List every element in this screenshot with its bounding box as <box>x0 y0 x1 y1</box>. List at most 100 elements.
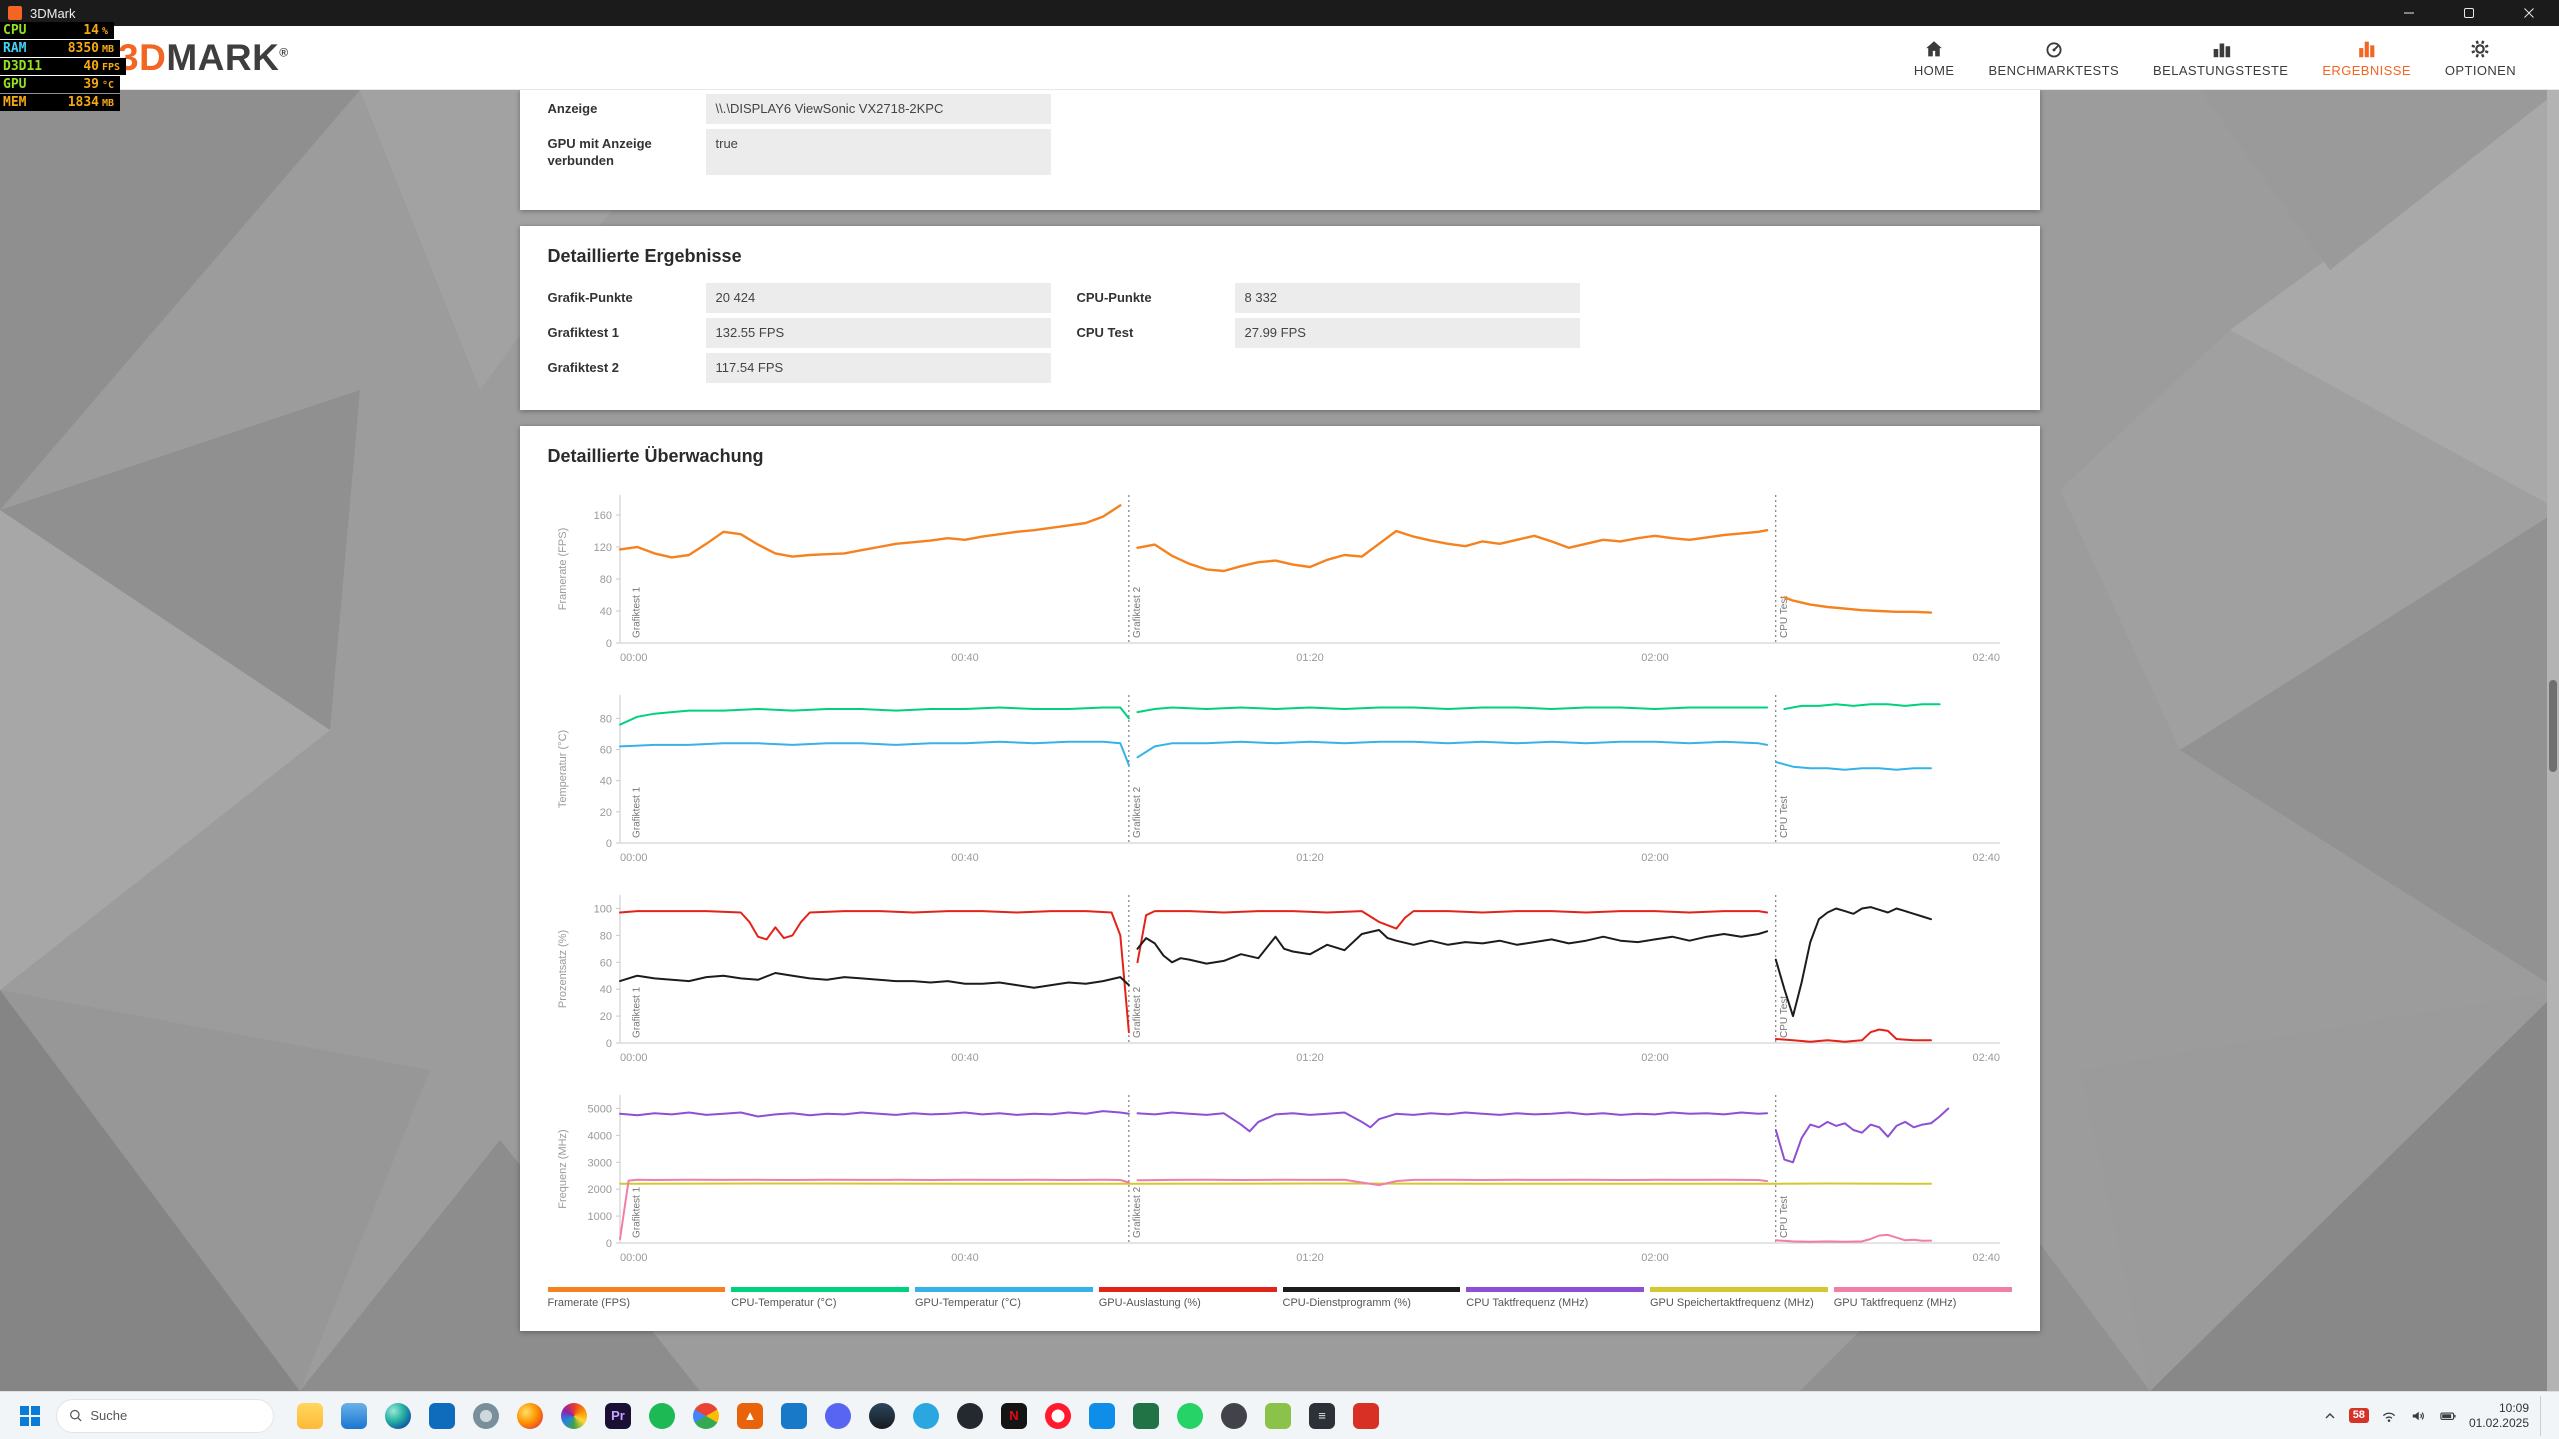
nav-item-benchmarktests[interactable]: BENCHMARKTESTS <box>1971 38 2136 78</box>
photos-glyph <box>561 1402 587 1429</box>
tray-chevron-icon[interactable] <box>2322 1408 2338 1424</box>
svg-text:Grafiktest 1: Grafiktest 1 <box>631 986 642 1038</box>
taskbar-vlc-icon[interactable]: ▲ <box>728 1394 772 1438</box>
taskbar-chrome-icon[interactable] <box>684 1394 728 1438</box>
legend-label: CPU Taktfrequenz (MHz) <box>1466 1297 1589 1309</box>
svg-text:60: 60 <box>599 957 611 969</box>
result-value: 132.55 FPS <box>705 318 1051 348</box>
result-label: CPU Test <box>1076 325 1134 340</box>
nav-item-home[interactable]: HOME <box>1897 38 1972 78</box>
teamviewer-glyph <box>1089 1402 1115 1429</box>
settings-glyph <box>473 1402 499 1429</box>
card-title: Detaillierte Überwachung <box>547 446 764 466</box>
taskbar-discord-icon[interactable] <box>816 1394 860 1438</box>
svg-text:00:00: 00:00 <box>620 852 648 864</box>
taskbar-whatsapp-icon[interactable] <box>1168 1394 1212 1438</box>
notification-badge[interactable]: 58 <box>2348 1408 2369 1423</box>
taskbar-telegram-icon[interactable] <box>904 1394 948 1438</box>
discord-glyph <box>825 1402 851 1429</box>
results-left-column: Grafik-Punkte 20 424 Grafiktest 1 132.55… <box>548 283 1051 388</box>
svg-text:CPU Test: CPU Test <box>1778 996 1789 1038</box>
search-icon <box>70 1409 82 1422</box>
whatsapp-glyph <box>1177 1402 1203 1429</box>
taskbar-store-icon[interactable] <box>332 1394 376 1438</box>
taskbar-notepad-icon[interactable]: ≡ <box>1300 1394 1344 1438</box>
scrollbar-thumb[interactable] <box>2549 680 2557 772</box>
taskbar-file-explorer-icon[interactable] <box>288 1394 332 1438</box>
results-icon <box>2358 41 2374 57</box>
result-value: 27.99 FPS <box>1234 318 1580 348</box>
volume-icon[interactable] <box>2409 1407 2427 1425</box>
taskbar-steam-icon[interactable] <box>860 1394 904 1438</box>
osd-row-d3d11: D3D11 40 FPS <box>0 58 127 75</box>
battery-icon[interactable] <box>2438 1407 2458 1425</box>
taskbar-obs-icon[interactable] <box>1212 1394 1256 1438</box>
svg-text:Grafiktest 1: Grafiktest 1 <box>631 1186 642 1238</box>
taskbar-spotify-icon[interactable] <box>640 1394 684 1438</box>
legend-label: GPU-Auslastung (%) <box>1098 1297 1201 1309</box>
taskbar-search[interactable] <box>56 1398 274 1433</box>
nav-item-belastungsteste[interactable]: BELASTUNGSTESTE <box>2136 38 2305 78</box>
detailed-results-card: Detaillierte Ergebnisse Grafik-Punkte 20… <box>519 226 2040 410</box>
3dmark-app-icon <box>8 6 22 20</box>
svg-text:01:20: 01:20 <box>1296 1052 1324 1064</box>
taskbar-netflix-icon[interactable]: N <box>992 1394 1036 1438</box>
wifi-icon[interactable] <box>2380 1407 2398 1425</box>
svg-text:Frequenz (MHz): Frequenz (MHz) <box>557 1129 569 1208</box>
taskbar-photos-icon[interactable] <box>552 1394 596 1438</box>
charts-container: 0 40 80 120 160 00:00 00:40 01:20 02:00 02:40 Fram… <box>548 483 2012 1279</box>
svg-text:02:40: 02:40 <box>1972 852 2000 864</box>
close-button[interactable] <box>2499 0 2559 26</box>
start-button[interactable] <box>10 1396 50 1436</box>
taskbar-settings-icon[interactable] <box>464 1394 508 1438</box>
field-value: true <box>705 129 1051 175</box>
result-label: CPU-Punkte <box>1076 290 1152 305</box>
legend-color-bar <box>1098 1287 1277 1292</box>
taskbar-opera-icon[interactable] <box>1036 1394 1080 1438</box>
show-desktop-button[interactable] <box>2540 1395 2545 1436</box>
field-label: GPU mit Anzeige verbunden <box>547 136 652 168</box>
taskbar-github-icon[interactable] <box>948 1394 992 1438</box>
minimize-button[interactable] <box>2379 0 2439 26</box>
search-input[interactable] <box>90 1408 261 1423</box>
close-icon <box>2524 8 2534 18</box>
taskbar-edge-icon[interactable] <box>376 1394 420 1438</box>
scrollbar[interactable] <box>2547 90 2559 1391</box>
chart-legend: Framerate (FPS) CPU-Temperatur (°C) GPU-Te… <box>547 1287 2012 1309</box>
taskbar-excel-icon[interactable] <box>1124 1394 1168 1438</box>
maximize-button[interactable] <box>2439 0 2499 26</box>
legend-label: Framerate (FPS) <box>547 1297 631 1309</box>
svg-text:02:00: 02:00 <box>1641 1252 1669 1264</box>
taskbar-vscode-icon[interactable] <box>772 1394 816 1438</box>
windows-logo-icon <box>20 1405 40 1426</box>
svg-text:40: 40 <box>599 776 611 788</box>
svg-text:3000: 3000 <box>587 1157 611 1169</box>
svg-text:0: 0 <box>605 638 611 650</box>
nav-label: HOME <box>1913 62 1955 78</box>
result-label: Grafik-Punkte <box>547 290 633 305</box>
telegram-glyph <box>913 1402 939 1429</box>
taskbar-teamviewer-icon[interactable] <box>1080 1394 1124 1438</box>
options-icon <box>2471 39 2490 58</box>
taskbar-premiere-icon[interactable]: Pr <box>596 1394 640 1438</box>
taskbar-clock[interactable]: 10:09 01.02.2025 <box>2469 1401 2529 1431</box>
legend-item: Framerate (FPS) <box>547 1287 726 1309</box>
legend-item: CPU-Temperatur (°C) <box>731 1287 909 1309</box>
nav-item-ergebnisse[interactable]: ERGEBNISSE <box>2305 38 2428 78</box>
taskbar-outlook-icon[interactable] <box>420 1394 464 1438</box>
netflix-glyph: N <box>1001 1402 1027 1429</box>
svg-text:80: 80 <box>599 574 611 586</box>
svg-text:02:00: 02:00 <box>1641 1052 1669 1064</box>
svg-text:Framerate (FPS): Framerate (FPS) <box>557 528 569 611</box>
taskbar-firefox-icon[interactable] <box>508 1394 552 1438</box>
field-row-gpu-verbunden: GPU mit Anzeige verbunden true <box>548 129 1051 175</box>
chart-prozentsatz: 0 20 40 60 80 100 00:00 00:40 01:20 02:00 02:40 Pro… <box>548 883 2012 1079</box>
field-row-anzeige: Anzeige \\.\DISPLAY6 ViewSonic VX2718-2K… <box>548 94 1051 124</box>
app-header: 3DMARK® HOME BENCHMARKTESTS BELASTUNGSTEST… <box>0 26 2559 90</box>
3dmark-logo: 3DMARK® <box>118 37 289 79</box>
chart-frequenz: 0 1000 2000 3000 4000 5000 00:00 00:40 01:20 02:0… <box>548 1083 2012 1279</box>
taskbar-sharex-icon[interactable] <box>1256 1394 1300 1438</box>
taskbar-acrobat-icon[interactable] <box>1344 1394 1388 1438</box>
svg-text:00:40: 00:40 <box>951 852 979 864</box>
nav-item-optionen[interactable]: OPTIONEN <box>2428 38 2533 78</box>
